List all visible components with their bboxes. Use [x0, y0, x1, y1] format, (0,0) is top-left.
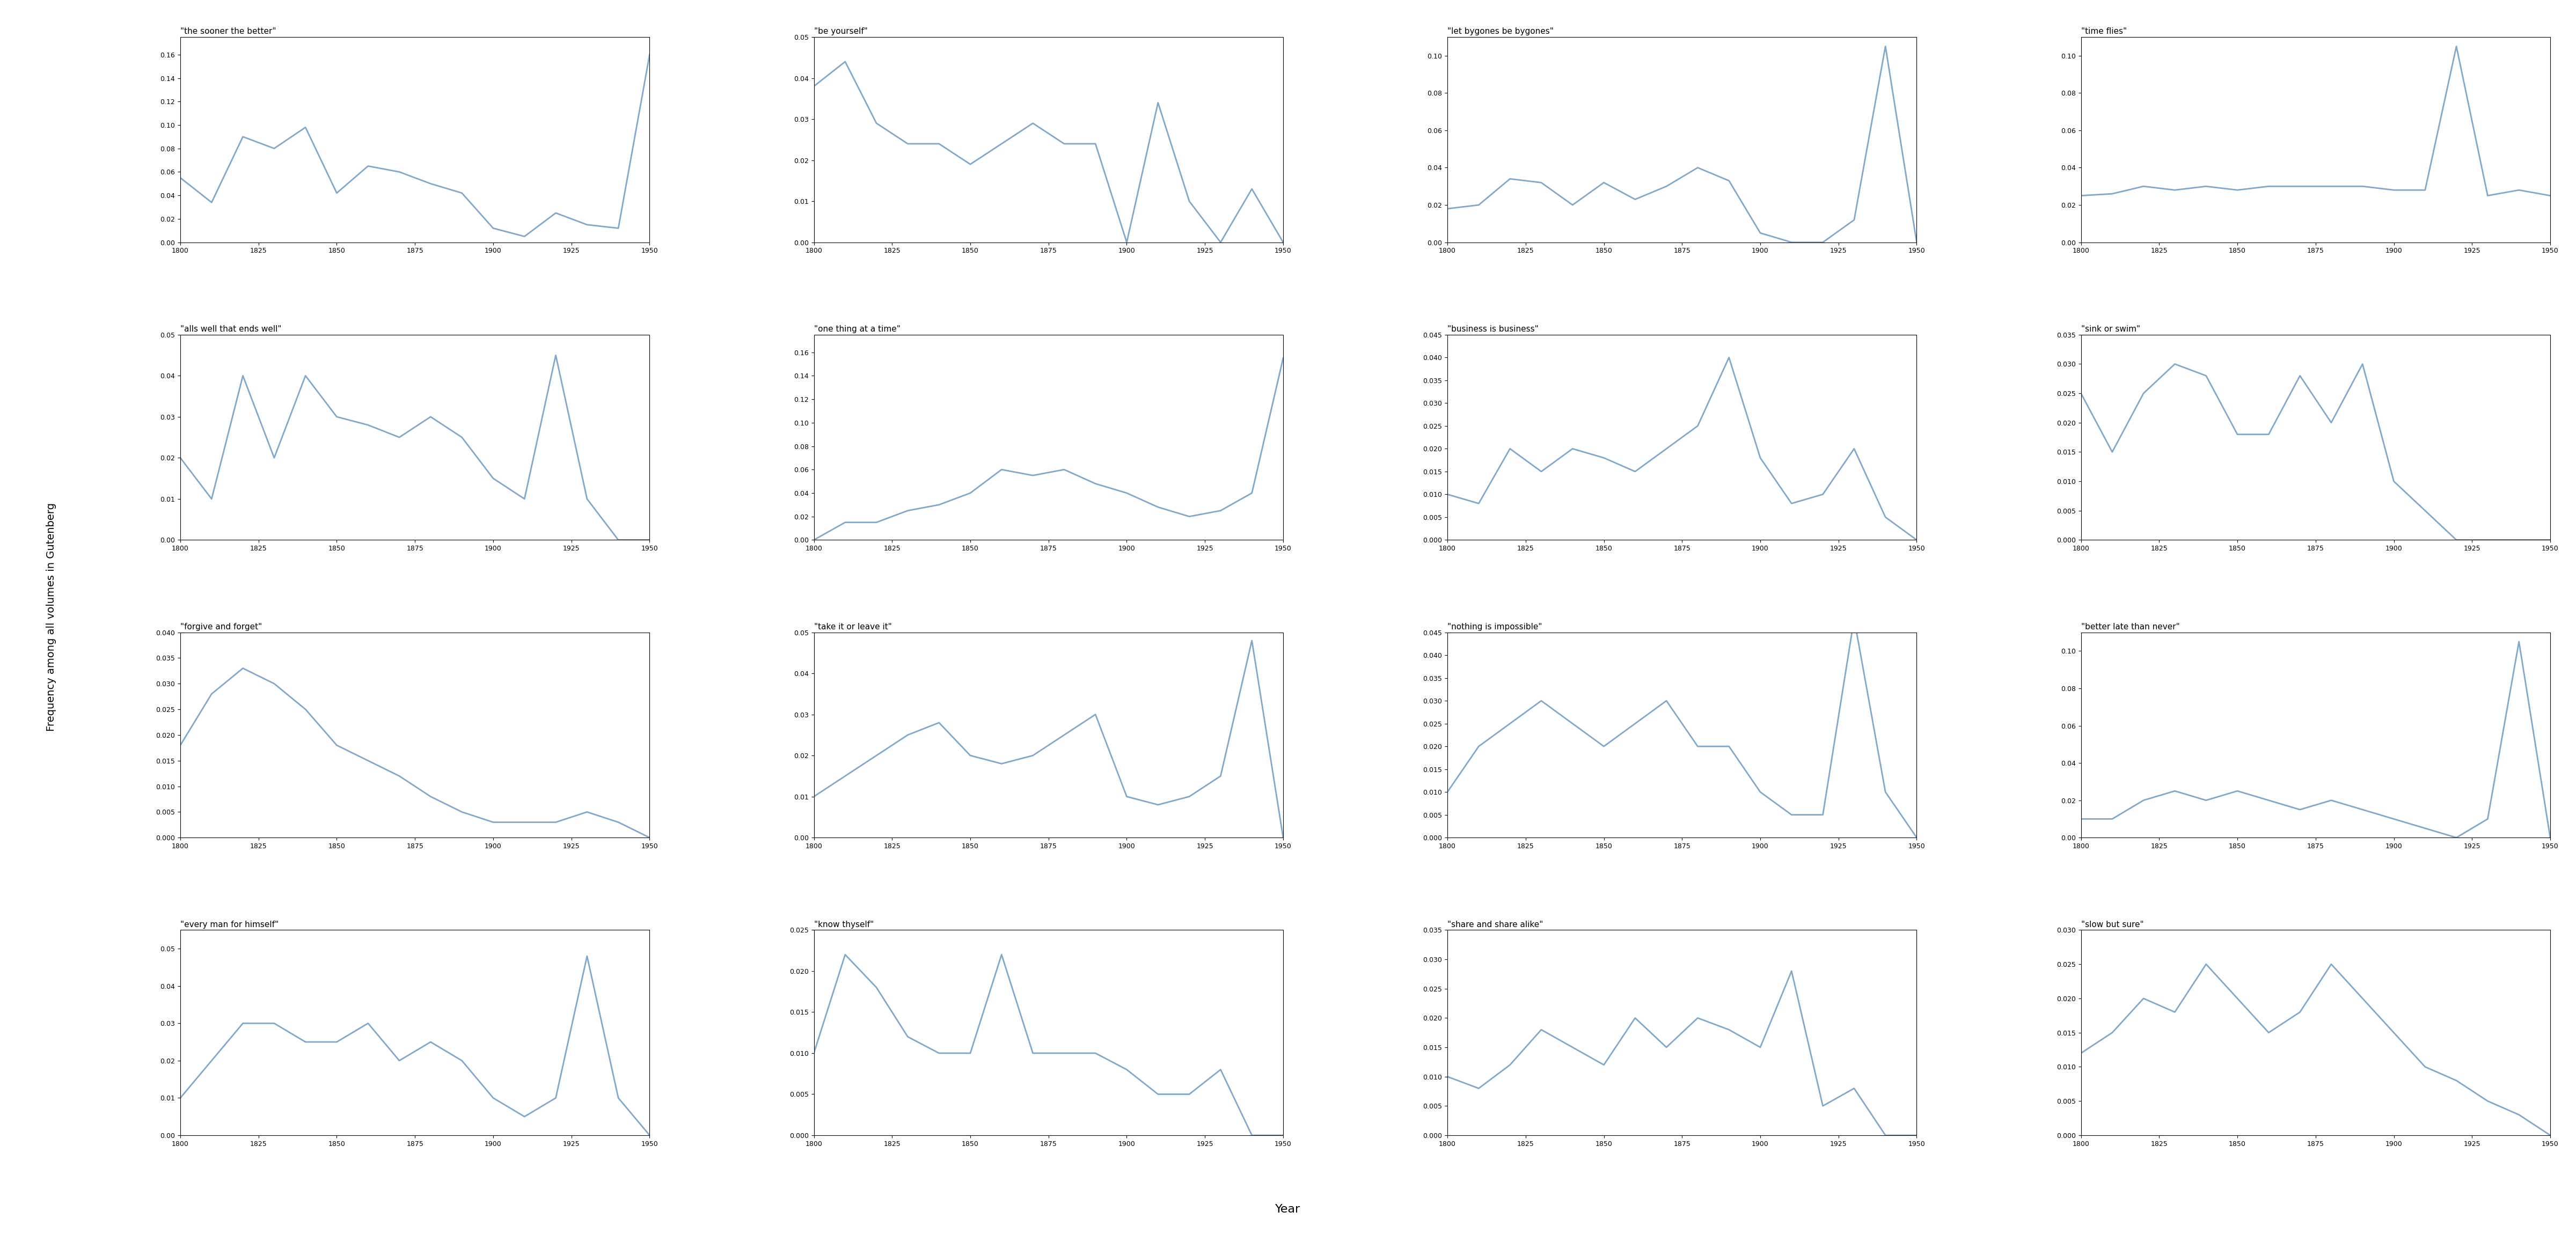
Text: "slow but sure": "slow but sure" [2081, 921, 2143, 929]
Text: "business is business": "business is business" [1448, 326, 1538, 333]
Text: "know thyself": "know thyself" [814, 921, 873, 929]
Text: "the sooner the better": "the sooner the better" [180, 27, 276, 36]
Text: "share and share alike": "share and share alike" [1448, 921, 1543, 929]
Text: Frequency among all volumes in Gutenberg: Frequency among all volumes in Gutenberg [46, 502, 57, 732]
Text: "let bygones be bygones": "let bygones be bygones" [1448, 27, 1553, 36]
Text: "time flies": "time flies" [2081, 27, 2128, 36]
Text: "be yourself": "be yourself" [814, 27, 868, 36]
Text: "better late than never": "better late than never" [2081, 623, 2179, 631]
Text: "every man for himself": "every man for himself" [180, 921, 278, 929]
Text: "forgive and forget": "forgive and forget" [180, 623, 263, 631]
Text: Year: Year [1275, 1204, 1301, 1214]
Text: "sink or swim": "sink or swim" [2081, 326, 2141, 333]
Text: "nothing is impossible": "nothing is impossible" [1448, 623, 1543, 631]
Text: "one thing at a time": "one thing at a time" [814, 326, 899, 333]
Text: "alls well that ends well": "alls well that ends well" [180, 326, 281, 333]
Text: "take it or leave it": "take it or leave it" [814, 623, 891, 631]
